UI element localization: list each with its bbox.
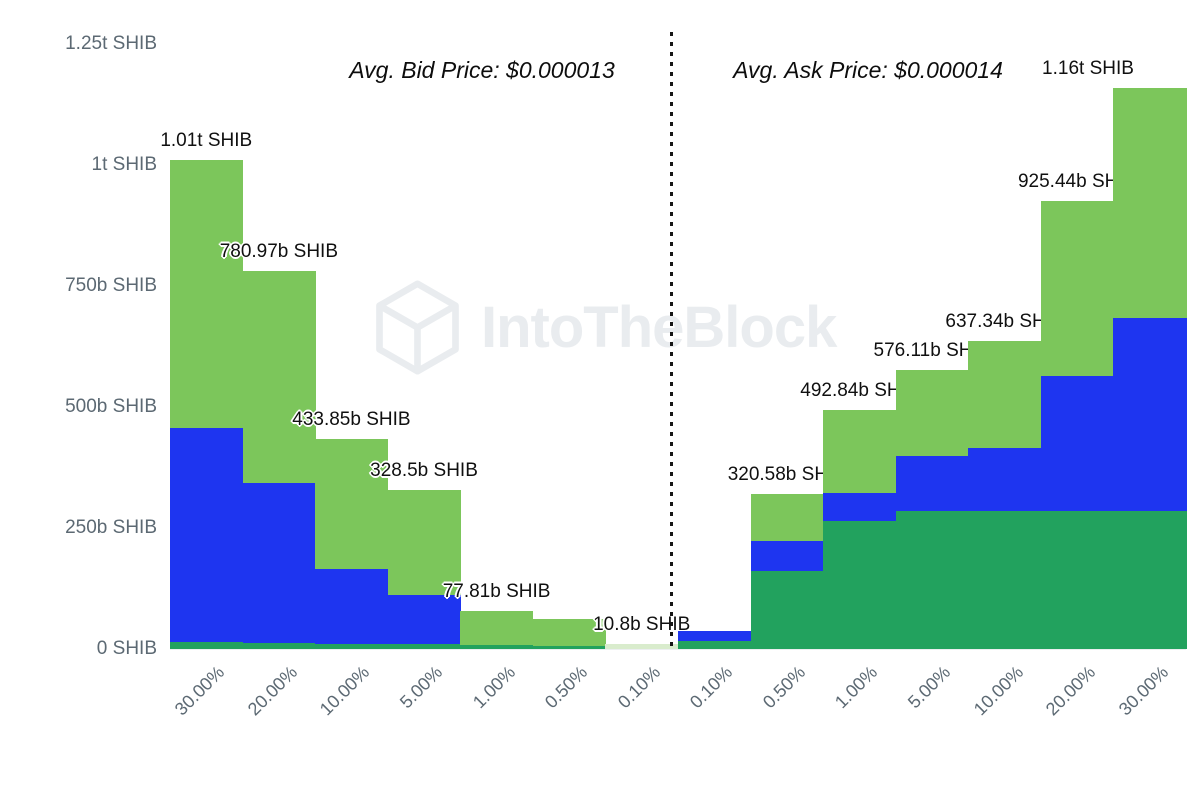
y-axis-tick-label: 500b SHIB [65, 396, 157, 417]
bar-segment-bid-base[interactable] [170, 641, 244, 649]
bar-value-label: 780.97b SHIB [219, 241, 338, 262]
bar-value-label: 637.34b SHIB [945, 310, 1064, 332]
bar-segment-ask-mid[interactable] [1040, 375, 1114, 512]
bar-segment-ask-top[interactable] [1113, 87, 1187, 319]
bar-segment-ask-base[interactable] [678, 641, 752, 649]
bar-segment-ask-mid[interactable] [678, 631, 752, 642]
intotheblock-logo-icon [376, 280, 459, 375]
bar-segment-ask-base[interactable] [895, 510, 969, 649]
bar-segment-bid-top[interactable] [315, 439, 389, 570]
bar-value-label: 328.5b SHIB [370, 460, 478, 481]
bar-segment-ask-top[interactable] [750, 493, 824, 542]
avg-bid-price-label: Avg. Bid Price: $0.000013 [349, 57, 615, 83]
bar-segment-bid-base[interactable] [460, 645, 534, 649]
y-axis-tick-label: 1.25t SHIB [65, 33, 157, 54]
x-axis-line [170, 649, 1186, 650]
bar-segment-bid-top[interactable] [532, 618, 606, 647]
bar-segment-bid-base[interactable] [387, 644, 461, 649]
y-axis-tick-label: 1t SHIB [91, 154, 157, 175]
bar-segment-ask-mid[interactable] [823, 492, 897, 521]
avg-ask-price-label: Avg. Ask Price: $0.000014 [733, 57, 1003, 83]
bar-segment-bid-top[interactable] [460, 611, 534, 646]
bar-value-label: 77.81b SHIB [442, 581, 551, 603]
y-axis-tick-label: 250b SHIB [65, 517, 157, 538]
bar-segment-ask-mid[interactable] [895, 455, 969, 511]
bar-value-label: 433.85b SHIB [292, 409, 411, 431]
watermark: IntoTheBlock [370, 280, 837, 375]
bar-value-label: 320.58b SHIB [727, 463, 846, 485]
bar-segment-bid-faint[interactable] [605, 643, 679, 649]
bar-segment-ask-top[interactable] [895, 370, 969, 456]
bar-segment-ask-top[interactable] [1040, 201, 1114, 376]
bar-segment-ask-base[interactable] [750, 571, 824, 649]
bar-segment-bid-top[interactable] [387, 490, 461, 595]
bar-segment-ask-top[interactable] [823, 410, 897, 493]
bar-segment-bid-top[interactable] [242, 271, 316, 483]
bar-segment-ask-base[interactable] [1040, 511, 1114, 649]
bar-value-label: 925.44b SHIB [1017, 171, 1137, 193]
bar-value-label: 576.11b SHIB [873, 340, 991, 362]
bar-segment-bid-mid[interactable] [170, 427, 244, 642]
bar-segment-ask-mid[interactable] [1113, 318, 1187, 512]
bar-value-label: 10.8b SHIB [593, 613, 691, 635]
bar-segment-ask-base[interactable] [1113, 511, 1187, 649]
y-axis-tick-label: 0 SHIB [96, 638, 157, 659]
bar-segment-bid-top[interactable] [170, 160, 244, 428]
bar-value-label: 492.84b SHIB [800, 380, 919, 402]
bar-value-label: 1.16t SHIB [1042, 57, 1134, 79]
bar-segment-bid-mid[interactable] [387, 594, 461, 645]
bar-segment-bid-base[interactable] [532, 646, 606, 649]
bid-ask-divider [670, 32, 673, 650]
watermark-text: IntoTheBlock [481, 295, 837, 360]
bar-segment-ask-mid[interactable] [750, 541, 824, 572]
bar-segment-bid-base[interactable] [242, 642, 316, 649]
bar-segment-ask-mid[interactable] [968, 447, 1042, 512]
bar-segment-ask-top[interactable] [968, 340, 1042, 448]
bar-value-label: 1.01t SHIB [160, 130, 253, 152]
bar-segment-ask-base[interactable] [823, 520, 897, 649]
bar-segment-bid-base[interactable] [315, 643, 389, 649]
bar-segment-bid-mid[interactable] [242, 482, 316, 643]
y-axis-tick-label: 750b SHIB [65, 275, 157, 296]
bar-segment-bid-mid[interactable] [315, 569, 389, 644]
bar-segment-ask-base[interactable] [968, 511, 1042, 649]
